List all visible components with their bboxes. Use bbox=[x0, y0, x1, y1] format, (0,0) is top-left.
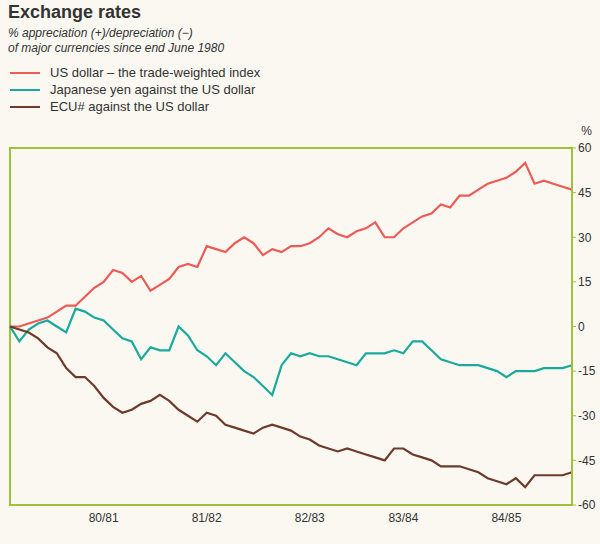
svg-text:-60: -60 bbox=[578, 498, 592, 512]
svg-text:82/83: 82/83 bbox=[295, 511, 325, 525]
svg-text:84/85: 84/85 bbox=[491, 511, 521, 525]
svg-text:30: 30 bbox=[578, 231, 592, 245]
svg-text:81/82: 81/82 bbox=[192, 511, 222, 525]
html-text:Exchange rates: Exchange rates bbox=[8, 2, 142, 22]
svg-text:-30: -30 bbox=[578, 409, 592, 423]
svg-text:60: 60 bbox=[578, 141, 592, 155]
html-text:ECU# against the US dollar: ECU# against the US dollar bbox=[50, 99, 209, 114]
svg-text:15: 15 bbox=[578, 275, 592, 289]
svg-text:45: 45 bbox=[578, 186, 592, 200]
svg-text:0: 0 bbox=[578, 320, 585, 334]
svg-text:80/81: 80/81 bbox=[89, 511, 119, 525]
html-text:% appreciation (+)/depreciatio: % appreciation (+)/depreciation (−) bbox=[8, 26, 193, 40]
svg-text:-45: -45 bbox=[578, 454, 592, 468]
html-text:US dollar – the trade-weighted: US dollar – the trade-weighted index bbox=[50, 65, 261, 80]
svg-text:-15: -15 bbox=[578, 364, 592, 378]
html-text:of major currencies since end: of major currencies since end June 1980 bbox=[8, 41, 225, 55]
svg-text:83/84: 83/84 bbox=[388, 511, 418, 525]
html-text:Japanese yen against the US do: Japanese yen against the US dollar bbox=[50, 82, 256, 97]
